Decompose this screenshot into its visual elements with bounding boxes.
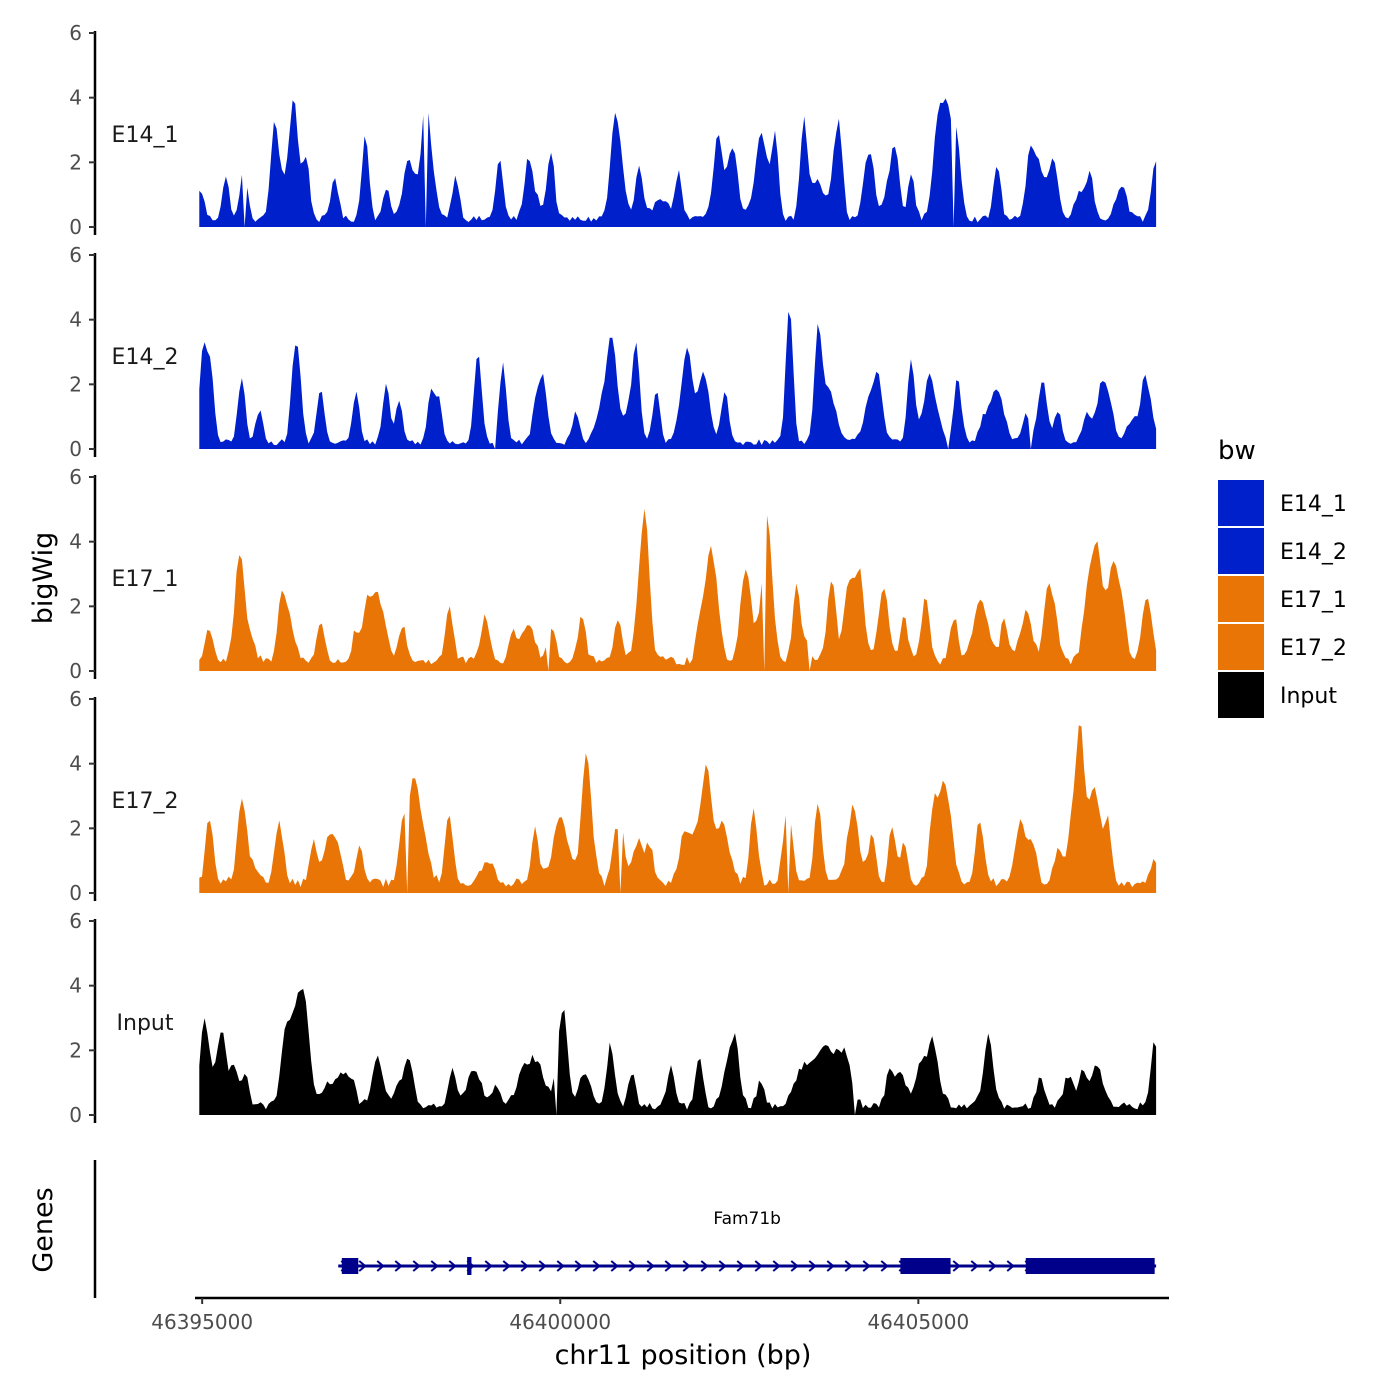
legend: bw E14_1 E14_2 E17_1 E17_2 Input — [1218, 436, 1347, 718]
gene-track: Fam71b — [93, 1160, 1157, 1298]
track-label-e17_2: E17_2 — [112, 789, 179, 814]
strand-arrow — [880, 1260, 889, 1272]
exon-4 — [1025, 1258, 1155, 1274]
y-tick-label: 4 — [69, 86, 82, 110]
x-tick-label: 46400000 — [509, 1310, 611, 1334]
strand-arrow — [1006, 1260, 1015, 1272]
coverage-area-input — [199, 989, 1157, 1115]
strand-arrow — [700, 1260, 709, 1272]
strand-arrow — [682, 1260, 691, 1272]
track-label-e17_1: E17_1 — [112, 567, 179, 592]
strand-arrow — [610, 1260, 619, 1272]
strand-arrow — [502, 1260, 511, 1272]
legend-label-input: Input — [1280, 684, 1337, 709]
strand-arrow — [952, 1260, 961, 1272]
legend-swatch-e14_1 — [1218, 480, 1264, 526]
strand-arrow — [394, 1260, 403, 1272]
exon-2 — [467, 1257, 472, 1275]
track-label-input: Input — [117, 1011, 174, 1036]
x-tick-label: 46395000 — [151, 1310, 253, 1334]
strand-arrow — [430, 1260, 439, 1272]
y-tick-label: 6 — [69, 687, 82, 711]
genes-axis-title: Genes — [28, 1187, 59, 1272]
y-tick-label: 0 — [69, 215, 82, 239]
y-tick-label: 2 — [69, 372, 82, 396]
legend-label-e14_1: E14_1 — [1280, 492, 1347, 517]
exon-1 — [341, 1258, 359, 1274]
strand-arrow — [592, 1260, 601, 1272]
strand-arrow — [808, 1260, 817, 1272]
x-axis: 46395000 46400000 46405000 — [151, 1296, 1169, 1334]
track-panel-e17_2: 0 2 4 6 E17_2 — [69, 687, 1157, 905]
coverage-area-e17_1 — [199, 508, 1157, 671]
y-tick-label: 6 — [69, 465, 82, 489]
legend-title: bw — [1218, 436, 1256, 466]
strand-arrow — [826, 1260, 835, 1272]
strand-arrow — [970, 1260, 979, 1272]
strand-arrow — [358, 1260, 367, 1272]
strand-arrow — [988, 1260, 997, 1272]
y-tick-label: 0 — [69, 437, 82, 461]
y-tick-label: 4 — [69, 530, 82, 554]
strand-arrow — [412, 1260, 421, 1272]
coverage-area-e17_2 — [199, 725, 1157, 893]
y-tick-label: 2 — [69, 150, 82, 174]
strand-arrow — [538, 1260, 547, 1272]
y-tick-label: 6 — [69, 243, 82, 267]
y-axis-title: bigWig — [28, 532, 59, 625]
strand-arrow — [574, 1260, 583, 1272]
strand-arrow — [862, 1260, 871, 1272]
y-tick-label: 4 — [69, 752, 82, 776]
strand-arrow — [628, 1260, 637, 1272]
strand-arrow — [718, 1260, 727, 1272]
y-tick-label: 0 — [69, 1103, 82, 1127]
strand-arrow — [646, 1260, 655, 1272]
track-label-e14_1: E14_1 — [112, 123, 179, 148]
strand-arrow — [448, 1260, 457, 1272]
track-label-e14_2: E14_2 — [112, 345, 179, 370]
y-tick-label: 2 — [69, 816, 82, 840]
legend-label-e17_1: E17_1 — [1280, 588, 1347, 613]
legend-swatch-e14_2 — [1218, 528, 1264, 574]
strand-arrow — [520, 1260, 529, 1272]
y-tick-label: 2 — [69, 594, 82, 618]
gene-name-label: Fam71b — [713, 1209, 781, 1229]
y-tick-label: 2 — [69, 1038, 82, 1062]
tracks-layer: 0 2 4 6 E14_1 0 2 4 6 E14_2 0 2 4 6 E17_1 0 2 4 6 E17_2 0 2 4 6… — [69, 21, 1157, 1127]
track-panel-e14_2: 0 2 4 6 E14_2 — [69, 243, 1157, 461]
y-tick-label: 0 — [69, 659, 82, 683]
track-panel-e17_1: 0 2 4 6 E17_1 — [69, 465, 1157, 683]
track-panel-e14_1: 0 2 4 6 E14_1 — [69, 21, 1157, 239]
strand-arrow — [376, 1260, 385, 1272]
legend-label-e14_2: E14_2 — [1280, 540, 1347, 565]
strand-arrow — [556, 1260, 565, 1272]
y-tick-label: 0 — [69, 881, 82, 905]
strand-arrow — [772, 1260, 781, 1272]
strand-arrow — [484, 1260, 493, 1272]
exon-3 — [900, 1258, 951, 1274]
strand-arrow — [664, 1260, 673, 1272]
legend-swatch-e17_1 — [1218, 576, 1264, 622]
legend-swatch-e17_2 — [1218, 624, 1264, 670]
x-tick-label: 46405000 — [867, 1310, 969, 1334]
strand-arrow — [844, 1260, 853, 1272]
coverage-area-e14_2 — [199, 311, 1157, 449]
legend-label-e17_2: E17_2 — [1280, 636, 1347, 661]
x-axis-title: chr11 position (bp) — [555, 1340, 812, 1371]
track-panel-input: 0 2 4 6 Input — [69, 909, 1157, 1127]
strand-arrow — [754, 1260, 763, 1272]
y-tick-label: 4 — [69, 308, 82, 332]
y-tick-label: 6 — [69, 909, 82, 933]
y-tick-label: 4 — [69, 974, 82, 998]
strand-arrow — [790, 1260, 799, 1272]
strand-arrow — [736, 1260, 745, 1272]
coverage-area-e14_1 — [199, 98, 1157, 227]
legend-swatch-input — [1218, 672, 1264, 718]
y-tick-label: 6 — [69, 21, 82, 45]
